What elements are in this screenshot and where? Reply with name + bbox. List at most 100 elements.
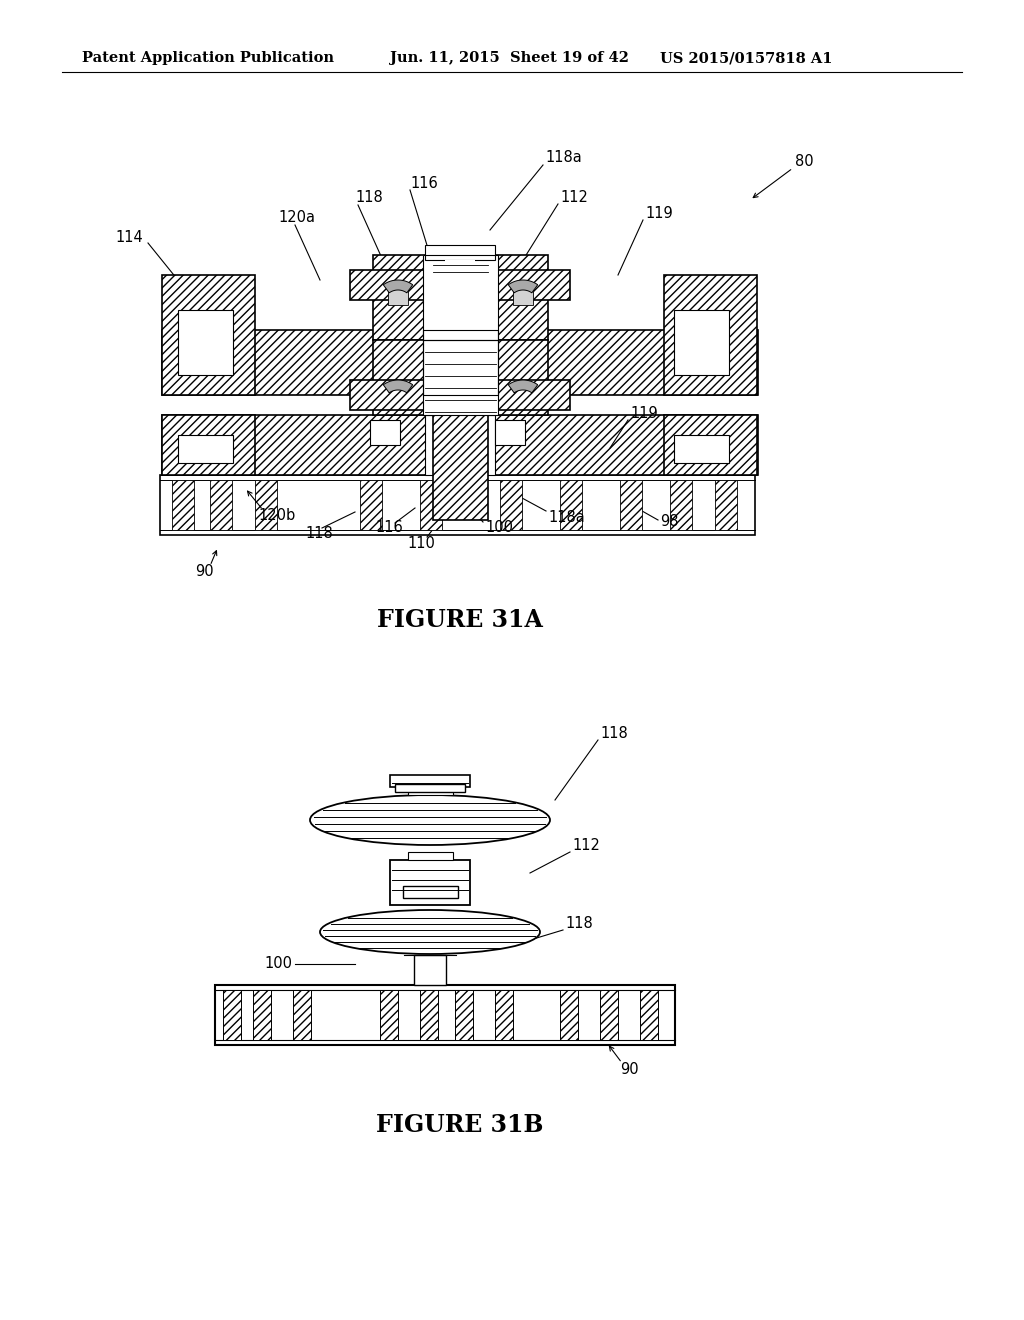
Bar <box>420 480 442 531</box>
Bar <box>640 990 658 1040</box>
Ellipse shape <box>319 909 540 954</box>
Text: 118: 118 <box>305 525 333 540</box>
Bar <box>178 310 233 375</box>
Bar <box>425 414 495 475</box>
Bar <box>160 475 755 535</box>
Text: 119: 119 <box>645 206 673 220</box>
Bar <box>370 420 400 445</box>
Bar <box>360 480 382 531</box>
Bar <box>223 990 241 1040</box>
Bar <box>423 271 498 300</box>
Bar <box>495 990 513 1040</box>
Bar <box>414 954 446 985</box>
Text: 98: 98 <box>660 515 679 529</box>
Bar <box>293 990 311 1040</box>
Text: 116: 116 <box>410 176 437 190</box>
Bar <box>162 414 255 475</box>
Text: 100: 100 <box>264 957 292 972</box>
Bar <box>253 990 271 1040</box>
Bar <box>373 255 548 341</box>
Bar <box>255 480 278 531</box>
Bar <box>455 990 473 1040</box>
Bar <box>495 420 525 445</box>
Polygon shape <box>383 380 413 393</box>
Text: 112: 112 <box>560 190 588 205</box>
Text: 118: 118 <box>565 916 593 931</box>
Text: 100: 100 <box>485 520 513 536</box>
Bar <box>670 480 692 531</box>
Bar <box>423 330 498 395</box>
Text: Patent Application Publication: Patent Application Publication <box>82 51 334 65</box>
Bar <box>380 990 398 1040</box>
Bar <box>215 985 675 1045</box>
Bar <box>210 480 232 531</box>
Bar <box>350 380 570 411</box>
Bar <box>380 990 398 1040</box>
Bar <box>423 341 498 414</box>
Bar <box>513 285 534 305</box>
Bar <box>664 275 757 395</box>
Text: 119: 119 <box>630 405 657 421</box>
Text: 90: 90 <box>620 1063 639 1077</box>
Bar <box>560 480 582 531</box>
Bar <box>715 480 737 531</box>
Text: Jun. 11, 2015  Sheet 19 of 42: Jun. 11, 2015 Sheet 19 of 42 <box>390 51 629 65</box>
Bar <box>674 310 729 375</box>
Polygon shape <box>508 280 538 293</box>
Bar <box>445 260 475 300</box>
Bar <box>373 341 548 414</box>
Bar <box>395 784 465 792</box>
Text: 118a: 118a <box>545 150 582 165</box>
Text: 118: 118 <box>600 726 628 741</box>
Polygon shape <box>383 280 413 293</box>
Bar <box>162 414 758 475</box>
Text: 114: 114 <box>115 230 142 244</box>
Bar <box>425 246 495 260</box>
Ellipse shape <box>310 795 550 845</box>
Bar <box>600 990 618 1040</box>
Bar <box>350 271 570 300</box>
Text: 118a: 118a <box>548 510 585 524</box>
Text: 80: 80 <box>795 154 814 169</box>
Bar <box>162 330 758 395</box>
Bar <box>495 990 513 1040</box>
Bar <box>162 275 255 395</box>
Bar <box>423 255 498 341</box>
Text: 118: 118 <box>355 190 383 206</box>
Bar <box>293 990 311 1040</box>
Text: 116: 116 <box>375 520 402 535</box>
Bar <box>172 480 194 531</box>
Bar <box>674 436 729 463</box>
Bar <box>640 990 658 1040</box>
Bar <box>560 990 578 1040</box>
Bar <box>408 851 453 861</box>
Text: 110: 110 <box>407 536 435 550</box>
Bar <box>423 255 498 341</box>
Bar <box>423 341 498 414</box>
Bar <box>390 861 470 906</box>
Bar <box>388 285 408 305</box>
Bar <box>423 380 498 411</box>
Bar <box>433 414 488 520</box>
Bar <box>420 990 438 1040</box>
Bar <box>664 414 757 475</box>
Bar <box>433 255 488 260</box>
Bar <box>223 990 241 1040</box>
Bar <box>620 480 642 531</box>
Bar <box>420 990 438 1040</box>
Bar <box>390 775 470 787</box>
Bar <box>455 990 473 1040</box>
Text: FIGURE 31A: FIGURE 31A <box>377 609 543 632</box>
Bar <box>408 787 453 795</box>
Bar <box>560 990 578 1040</box>
Bar <box>600 990 618 1040</box>
Bar <box>425 330 495 395</box>
Text: 90: 90 <box>195 565 214 579</box>
Text: 120b: 120b <box>258 507 295 523</box>
Text: US 2015/0157818 A1: US 2015/0157818 A1 <box>660 51 833 65</box>
Polygon shape <box>508 380 538 393</box>
Bar <box>178 436 233 463</box>
Bar <box>253 990 271 1040</box>
Text: FIGURE 31B: FIGURE 31B <box>376 1113 544 1137</box>
Text: 120a: 120a <box>278 210 315 224</box>
